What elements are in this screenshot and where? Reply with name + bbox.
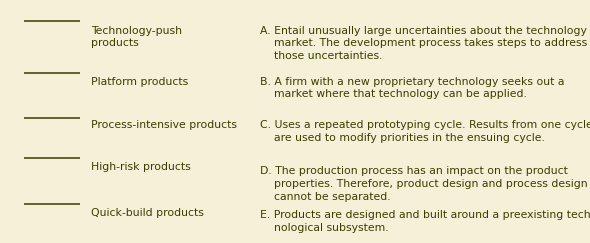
- Text: D. The production process has an impact on the product
    properties. Therefore: D. The production process has an impact …: [260, 166, 587, 202]
- Text: Technology-push
products: Technology-push products: [91, 26, 182, 48]
- Text: A. Entail unusually large uncertainties about the technology or
    market. The : A. Entail unusually large uncertainties …: [260, 26, 590, 61]
- Text: Platform products: Platform products: [91, 77, 189, 87]
- Text: Quick-build products: Quick-build products: [91, 208, 204, 218]
- Text: E. Products are designed and built around a preexisting tech-
    nological subs: E. Products are designed and built aroun…: [260, 210, 590, 233]
- Text: Process-intensive products: Process-intensive products: [91, 120, 237, 130]
- Text: B. A firm with a new proprietary technology seeks out a
    market where that te: B. A firm with a new proprietary technol…: [260, 77, 564, 99]
- Text: High-risk products: High-risk products: [91, 162, 191, 172]
- Text: C. Uses a repeated prototyping cycle. Results from one cycle
    are used to mod: C. Uses a repeated prototyping cycle. Re…: [260, 120, 590, 143]
